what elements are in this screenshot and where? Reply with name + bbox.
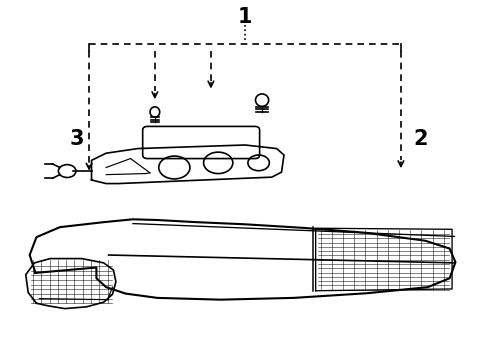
- Text: 2: 2: [413, 129, 428, 149]
- Text: 3: 3: [70, 129, 84, 149]
- Text: 1: 1: [238, 8, 252, 27]
